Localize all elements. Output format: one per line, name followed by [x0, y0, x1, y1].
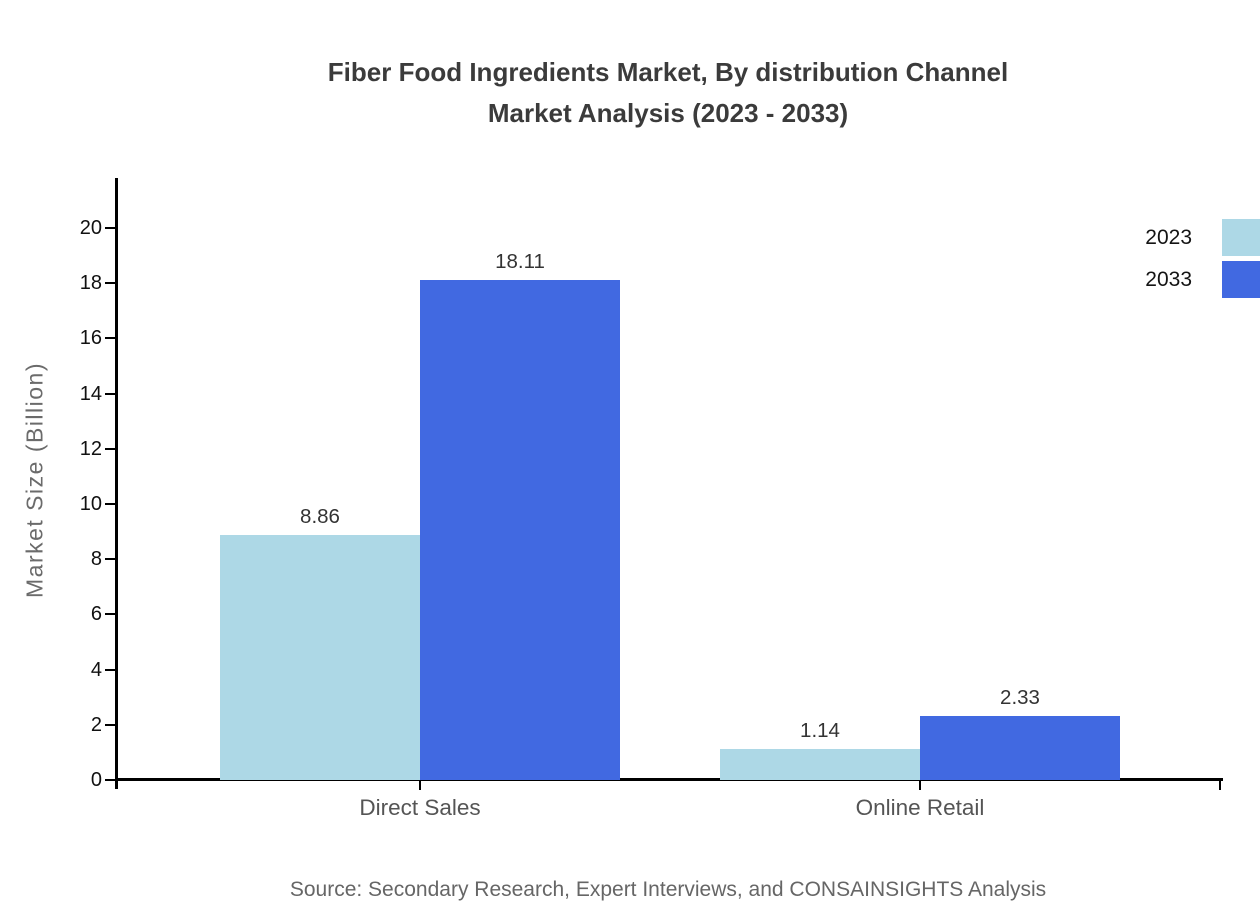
- y-tick-label: 18: [79, 272, 102, 295]
- bar-2023-online-retail: [720, 748, 920, 780]
- y-tick: [105, 779, 115, 781]
- legend: 2023 2033: [1145, 219, 1260, 298]
- legend-swatch-2023: [1222, 219, 1260, 256]
- y-tick: [105, 723, 115, 726]
- bar-2033-direct-sales: [420, 280, 620, 780]
- y-axis-line: [115, 178, 118, 789]
- y-tick: [105, 337, 115, 340]
- bar-2023-direct-sales: [220, 535, 420, 780]
- y-tick: [105, 227, 115, 229]
- y-tick-label: 0: [90, 769, 102, 791]
- y-tick-label: 10: [79, 493, 102, 515]
- chart-title-line1: Fiber Food Ingredients Market, By distri…: [327, 57, 1009, 87]
- y-tick: [105, 613, 115, 616]
- x-tick: [1219, 781, 1221, 790]
- y-axis-title: Market Size (Billion): [21, 362, 48, 598]
- legend-swatch-2033: [1222, 261, 1260, 298]
- y-tick-label: 20: [79, 217, 102, 239]
- y-tick-label: 12: [79, 437, 102, 460]
- y-tick-label: 4: [90, 658, 102, 681]
- y-tick: [105, 503, 115, 505]
- chart-title: Fiber Food Ingredients Market, By distri…: [76, 52, 1260, 134]
- value-label-2023-online-retail: 1.14: [800, 718, 840, 742]
- value-label-2023-direct-sales: 8.86: [300, 505, 340, 529]
- source-note: Source: Secondary Research, Expert Inter…: [289, 878, 1047, 901]
- bar-2033-online-retail: [920, 715, 1120, 780]
- x-tick: [419, 781, 421, 790]
- legend-item-2033: 2033: [1145, 261, 1260, 298]
- y-tick: [105, 668, 115, 671]
- y-tick-label: 16: [79, 327, 102, 350]
- y-tick: [105, 447, 115, 450]
- y-tick-label: 6: [90, 603, 102, 626]
- legend-label-2023: 2023: [1145, 225, 1192, 249]
- chart-title-line2: Market Analysis (2023 - 2033): [487, 98, 849, 128]
- y-tick-label: 14: [79, 382, 102, 405]
- y-tick-label: 2: [90, 713, 102, 736]
- category-label-direct-sales: Direct Sales: [359, 795, 481, 820]
- y-tick: [105, 558, 115, 561]
- value-label-2033-direct-sales: 18.11: [495, 250, 545, 274]
- x-tick: [919, 781, 921, 790]
- y-tick-label: 8: [90, 548, 102, 571]
- value-label-2033-online-retail: 2.33: [1000, 685, 1040, 709]
- y-tick: [105, 392, 115, 395]
- x-axis-line: [115, 778, 1223, 781]
- legend-label-2033: 2033: [1145, 267, 1192, 291]
- category-label-online-retail: Online Retail: [855, 795, 985, 820]
- legend-item-2023: 2023: [1145, 219, 1260, 256]
- y-tick: [105, 282, 115, 285]
